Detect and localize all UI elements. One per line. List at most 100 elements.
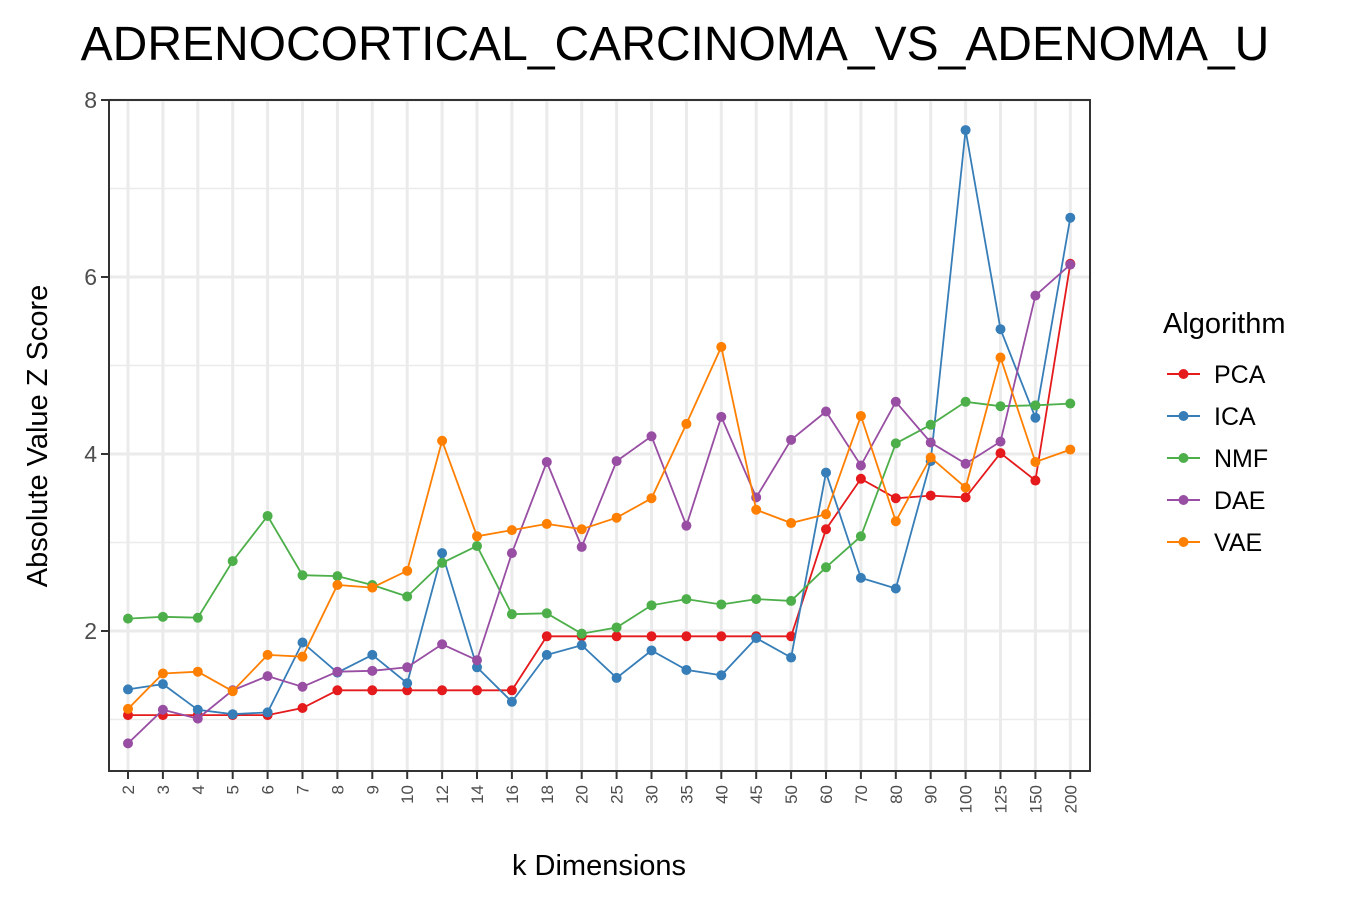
data-point-ica	[157, 679, 168, 690]
data-point-dae	[786, 434, 797, 445]
legend-label: DAE	[1214, 487, 1265, 515]
data-point-ica	[437, 548, 448, 559]
x-tick-label: 150	[1026, 785, 1045, 813]
y-tick-label: 8	[84, 87, 97, 113]
data-point-dae	[611, 456, 622, 467]
data-point-ica	[506, 696, 517, 707]
data-point-nmf	[576, 628, 587, 639]
data-point-ica	[855, 572, 866, 583]
data-point-nmf	[925, 419, 936, 430]
y-tick-label: 4	[84, 441, 97, 467]
data-point-nmf	[716, 599, 727, 610]
data-point-vae	[192, 666, 203, 677]
data-point-vae	[925, 452, 936, 463]
data-point-nmf	[855, 531, 866, 542]
data-point-vae	[367, 582, 378, 593]
legend-item-vae: VAE	[1167, 529, 1262, 557]
data-point-pca	[1030, 475, 1041, 486]
x-tick-label: 50	[782, 785, 801, 804]
data-point-vae	[123, 703, 133, 714]
y-tick-label: 2	[84, 618, 97, 644]
legend-key-point	[1178, 495, 1189, 505]
x-tick-label: 5	[224, 785, 243, 794]
legend-key-point	[1178, 453, 1189, 463]
data-point-dae	[821, 406, 831, 417]
x-tick-label: 70	[852, 785, 871, 804]
x-tick-label: 18	[538, 785, 557, 804]
data-point-dae	[402, 662, 413, 673]
data-point-nmf	[402, 591, 413, 602]
data-point-nmf	[157, 611, 168, 622]
data-point-nmf	[611, 622, 622, 633]
data-point-ica	[367, 649, 378, 660]
data-point-pca	[925, 490, 936, 501]
legend-title: Algorithm	[1163, 308, 1286, 340]
legend-label: PCA	[1214, 361, 1266, 389]
legend-item-nmf: NMF	[1167, 445, 1268, 473]
data-point-ica	[402, 678, 413, 689]
legend-item-dae: DAE	[1167, 487, 1265, 515]
data-point-pca	[786, 631, 797, 642]
data-point-dae	[123, 738, 133, 749]
series-line-dae	[127, 263, 1071, 745]
data-point-pca	[472, 685, 482, 696]
data-point-ica	[192, 704, 203, 715]
data-point-nmf	[506, 609, 517, 620]
data-point-dae	[1065, 259, 1076, 270]
data-point-vae	[716, 341, 727, 352]
series-line-ica	[127, 129, 1072, 716]
data-point-ica	[227, 709, 238, 720]
x-tick-label: 14	[468, 785, 487, 804]
series-line-vae	[127, 344, 1071, 710]
data-point-nmf	[821, 562, 831, 573]
data-point-dae	[297, 681, 308, 692]
data-point-ica	[751, 633, 762, 644]
data-point-nmf	[472, 541, 482, 552]
x-tick-label: 125	[992, 785, 1011, 813]
x-tick-label: 8	[328, 785, 347, 794]
legend-key-point	[1178, 537, 1189, 547]
data-point-nmf	[123, 613, 133, 624]
data-point-vae	[332, 579, 343, 590]
data-point-dae	[367, 665, 378, 676]
data-point-ica	[1065, 212, 1076, 223]
data-point-ica	[995, 324, 1006, 335]
data-point-vae	[297, 651, 308, 662]
data-point-ica	[960, 125, 971, 136]
x-tick-label: 80	[887, 785, 906, 804]
data-point-pca	[506, 685, 517, 696]
data-point-vae	[472, 531, 482, 542]
data-point-vae	[262, 649, 273, 660]
data-point-pca	[332, 685, 343, 696]
x-tick-label: 4	[189, 785, 208, 794]
data-point-pca	[855, 473, 866, 484]
series-line-pca	[128, 263, 1072, 716]
data-point-vae	[821, 509, 831, 520]
data-point-pca	[681, 631, 692, 642]
data-point-vae	[855, 410, 866, 421]
series-dae	[123, 259, 1076, 749]
x-tick-label: 9	[363, 785, 382, 794]
data-point-nmf	[646, 600, 657, 611]
data-point-vae	[227, 686, 238, 697]
legend: Algorithm PCA ICA NMF DAE VAE	[1163, 308, 1286, 557]
x-tick-label: 200	[1061, 785, 1080, 813]
data-point-nmf	[786, 595, 797, 606]
data-point-nmf	[1030, 400, 1041, 411]
data-point-vae	[541, 518, 552, 529]
x-axis: 2 3 4 5 6 7 8 9 10 12 14 16 18 20 25 30 35 40 45 50 60 70 80 90…	[119, 771, 1080, 813]
data-point-ica	[821, 467, 831, 478]
data-point-pca	[821, 524, 831, 535]
x-tick-label: 3	[154, 785, 173, 794]
data-point-ica	[681, 664, 692, 675]
data-point-nmf	[995, 401, 1006, 412]
data-point-nmf	[890, 438, 901, 449]
x-tick-label: 12	[433, 785, 452, 804]
data-point-pca	[890, 493, 901, 504]
legend-key-point	[1178, 369, 1189, 379]
data-point-ica	[541, 649, 552, 660]
x-tick-label: 6	[259, 785, 278, 794]
legend-label: ICA	[1214, 403, 1256, 431]
data-point-nmf	[332, 571, 343, 582]
